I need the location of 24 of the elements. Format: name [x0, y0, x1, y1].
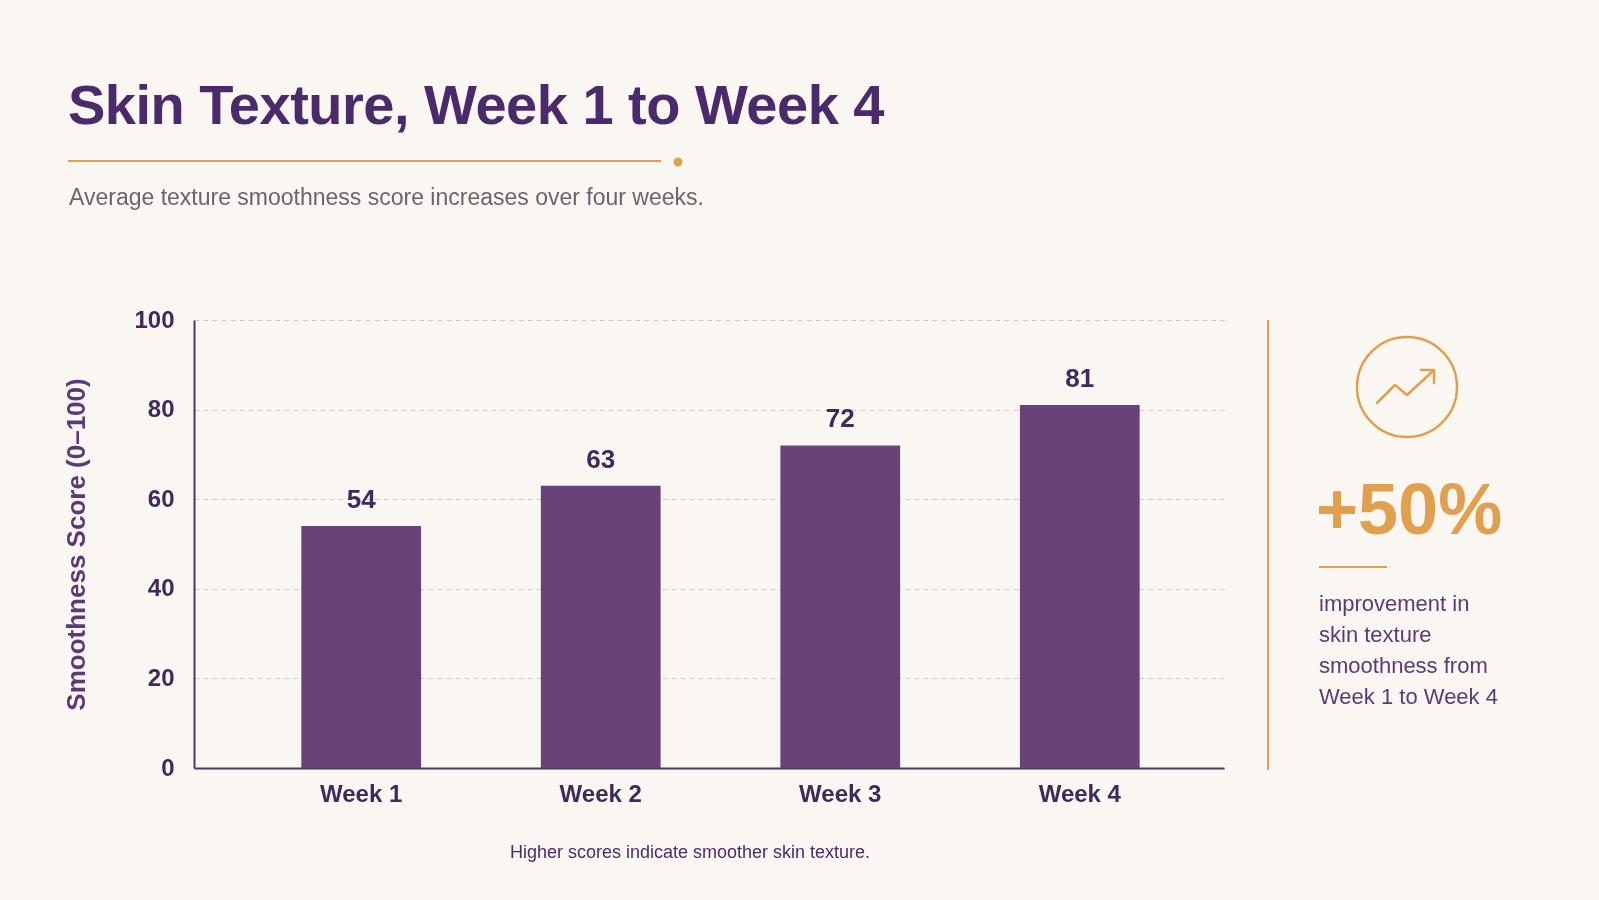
x-tick-label: Week 4: [1038, 779, 1122, 807]
chart-title: Skin Texture, Week 1 to Week 4: [68, 72, 885, 137]
y-tick-label: 20: [147, 663, 175, 691]
text: Higher scores indicate smoother skin texture.: [508, 842, 872, 863]
y-axis-title: Smoothness Score (0–100): [61, 378, 92, 711]
data-label: 63: [586, 443, 616, 474]
x-tick-label: Week 3: [799, 779, 882, 807]
bar: [780, 445, 901, 768]
data-label: 72: [825, 403, 855, 434]
x-tick-label: Week 1: [320, 779, 403, 807]
chart-subtitle: Average texture smoothness score increases over four weeks.: [69, 184, 704, 211]
y-tick-label: 80: [147, 395, 175, 423]
data-label: 81: [1065, 363, 1095, 394]
text: +50%: [1316, 468, 1503, 550]
bar: [1019, 405, 1140, 768]
bar: [301, 526, 422, 768]
text: improvement in skin texture smoothness from Week 1 to Week 4: [1319, 590, 1498, 711]
data-label: 54: [346, 484, 377, 515]
y-tick-label: 0: [161, 753, 175, 781]
bar: [540, 485, 661, 768]
y-tick-label: 60: [147, 484, 175, 512]
x-tick-label: Week 2: [559, 779, 642, 807]
y-tick-label: 40: [147, 574, 175, 602]
y-tick-label: 100: [134, 305, 175, 333]
